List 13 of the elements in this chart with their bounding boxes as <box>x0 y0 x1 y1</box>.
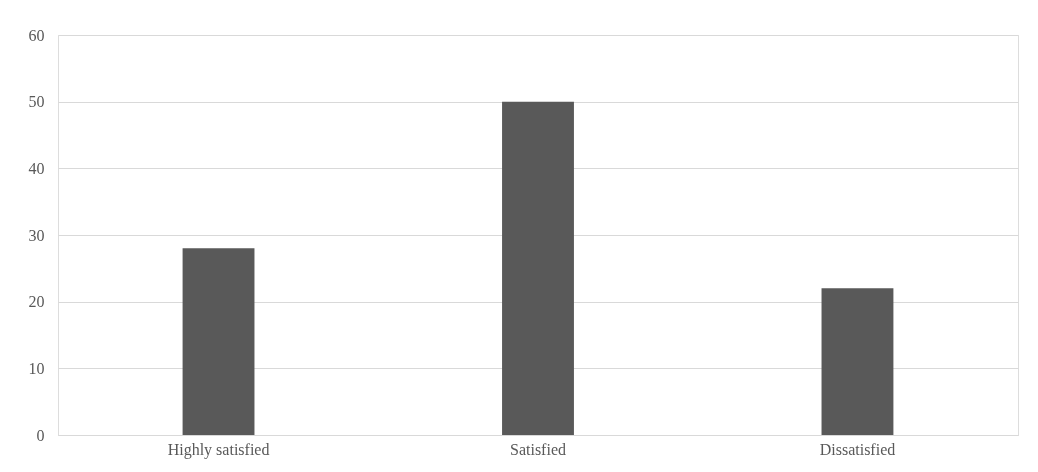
x-tick-label: Satisfied <box>510 440 566 458</box>
x-tick-label: Dissatisfied <box>819 440 896 458</box>
bar <box>502 101 574 435</box>
y-tick-label: 0 <box>36 426 45 444</box>
y-tick-label: 20 <box>28 293 45 311</box>
y-tick-label: 60 <box>28 26 45 44</box>
y-tick-label: 10 <box>28 359 45 377</box>
y-tick-label: 30 <box>28 226 45 244</box>
bar <box>182 248 255 435</box>
y-tick-label: 40 <box>28 159 45 177</box>
bar <box>821 288 894 435</box>
x-tick-label: Highly satisfied <box>167 440 270 459</box>
y-tick-label: 50 <box>28 93 45 111</box>
